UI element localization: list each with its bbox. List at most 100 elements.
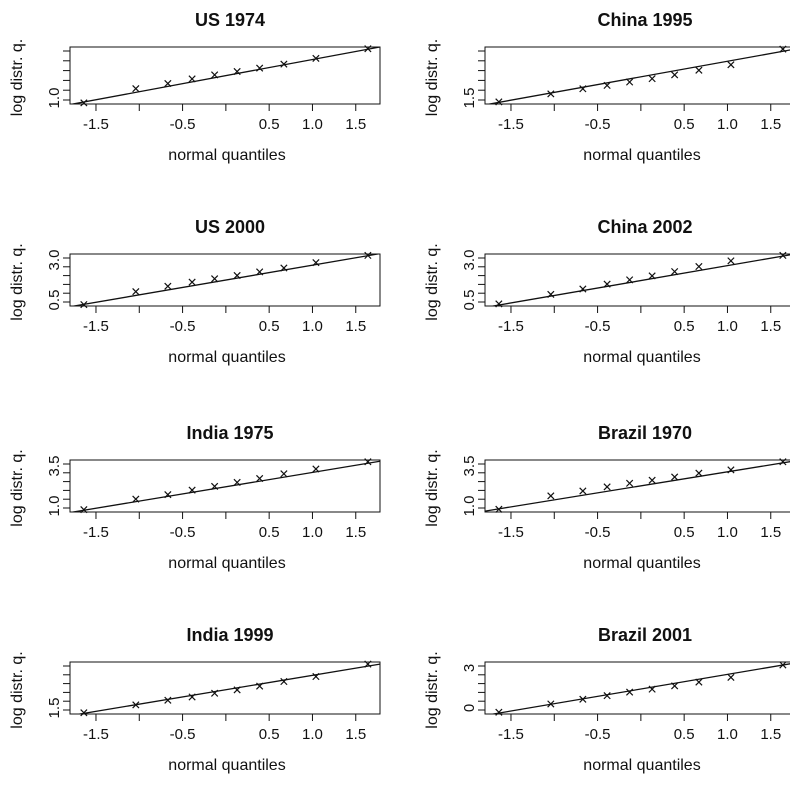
- data-point: [495, 300, 503, 308]
- x-tick-label: 0.5: [674, 524, 695, 541]
- data-point: [280, 60, 288, 68]
- data-point: [547, 290, 555, 298]
- x-tick-label: 1.0: [302, 524, 323, 541]
- x-tick-label: -1.5: [498, 318, 524, 335]
- data-point-stroke: [233, 478, 241, 487]
- data-point: [625, 688, 634, 696]
- data-point-stroke: [210, 689, 219, 697]
- data-point-stroke: [132, 288, 140, 296]
- x-tick-label: -0.5: [585, 318, 611, 335]
- panel-title: Brazil 1970: [598, 423, 692, 443]
- data-point: [648, 685, 656, 693]
- data-point: [779, 661, 787, 669]
- x-tick-label: -0.5: [585, 524, 611, 541]
- y-tick-label: 1.5: [46, 698, 63, 719]
- plot-frame: [69, 46, 381, 105]
- data-point-stroke: [671, 267, 679, 276]
- y-axis-label: log distr. q.: [9, 449, 26, 526]
- data-point-stroke: [364, 660, 372, 668]
- x-tick-label: -0.5: [170, 726, 196, 743]
- data-point-stroke: [603, 280, 611, 288]
- data-point: [695, 469, 703, 477]
- y-tick-label: 0.5: [46, 290, 63, 311]
- data-point-stroke: [364, 251, 372, 260]
- data-point: [603, 692, 611, 700]
- x-axis-label: normal quantiles: [583, 555, 700, 572]
- x-tick-label: 1.0: [717, 726, 738, 743]
- data-point: [256, 64, 264, 72]
- fit-line: [485, 461, 790, 512]
- data-point: [695, 678, 703, 686]
- data-point: [727, 466, 735, 474]
- fit-line: [70, 254, 380, 306]
- data-point: [80, 506, 88, 514]
- data-point: [210, 71, 219, 79]
- data-point: [164, 490, 172, 499]
- fit-line: [486, 49, 790, 104]
- data-point-stroke: [280, 677, 288, 686]
- x-tick-label: 1.5: [760, 116, 781, 133]
- data-point: [132, 84, 140, 93]
- data-point-stroke: [547, 90, 555, 98]
- plot-frame: [69, 661, 381, 715]
- data-point: [727, 61, 735, 69]
- data-point-stroke: [495, 300, 503, 308]
- y-tick-label: 3.0: [46, 250, 63, 271]
- data-point-stroke: [132, 701, 140, 709]
- data-point: [256, 268, 264, 276]
- data-point: [280, 470, 288, 478]
- data-point: [210, 275, 219, 283]
- data-point: [164, 79, 172, 88]
- x-tick-label: 0.5: [259, 116, 280, 133]
- data-point-stroke: [779, 251, 787, 260]
- data-point: [495, 505, 503, 513]
- x-tick-label: 1.0: [717, 318, 738, 335]
- data-point: [364, 251, 372, 260]
- panel-title: China 1995: [597, 10, 692, 30]
- x-axis-label: normal quantiles: [583, 349, 700, 366]
- plot-frame: [69, 459, 381, 513]
- data-point-stroke: [188, 278, 196, 286]
- data-point: [132, 495, 140, 503]
- data-point: [603, 280, 611, 288]
- data-point: [188, 278, 196, 286]
- x-axis-label: normal quantiles: [583, 147, 700, 164]
- data-point: [547, 492, 555, 500]
- data-point-stroke: [80, 300, 88, 309]
- x-tick-label: -0.5: [170, 318, 196, 335]
- data-point: [579, 695, 587, 703]
- data-point-stroke: [625, 78, 634, 86]
- data-point-stroke: [132, 84, 140, 93]
- x-tick-label: -1.5: [498, 116, 524, 133]
- x-tick-label: 1.0: [302, 116, 323, 133]
- data-point: [188, 486, 196, 494]
- x-tick-label: -1.5: [498, 726, 524, 743]
- x-axis-label: normal quantiles: [168, 757, 285, 774]
- data-point-stroke: [80, 99, 88, 107]
- y-tick-label: 0: [461, 704, 478, 712]
- qq-panel-5: India 1975 1.0 3.5 -1.5 -0.5 0.5 1.0 1.5 normal …: [9, 423, 381, 572]
- data-point: [132, 701, 140, 709]
- panel-title: US 1974: [195, 10, 265, 30]
- data-point: [364, 660, 372, 668]
- plot-frame: [484, 253, 790, 307]
- data-point-stroke: [727, 673, 735, 681]
- data-point: [671, 267, 679, 276]
- data-point: [695, 66, 703, 74]
- data-point: [625, 479, 634, 487]
- data-point: [695, 262, 703, 271]
- data-point: [312, 672, 320, 681]
- fit-line: [489, 254, 790, 306]
- x-tick-label: -1.5: [83, 116, 109, 133]
- data-point-stroke: [695, 66, 703, 74]
- data-point: [547, 700, 555, 708]
- y-tick-label: 3.5: [461, 456, 478, 477]
- data-point-stroke: [579, 487, 587, 495]
- data-point: [727, 257, 735, 265]
- data-point-stroke: [625, 276, 634, 284]
- y-axis-label: log distr. q.: [9, 651, 26, 728]
- data-point-stroke: [312, 465, 320, 473]
- data-point-stroke: [233, 67, 241, 76]
